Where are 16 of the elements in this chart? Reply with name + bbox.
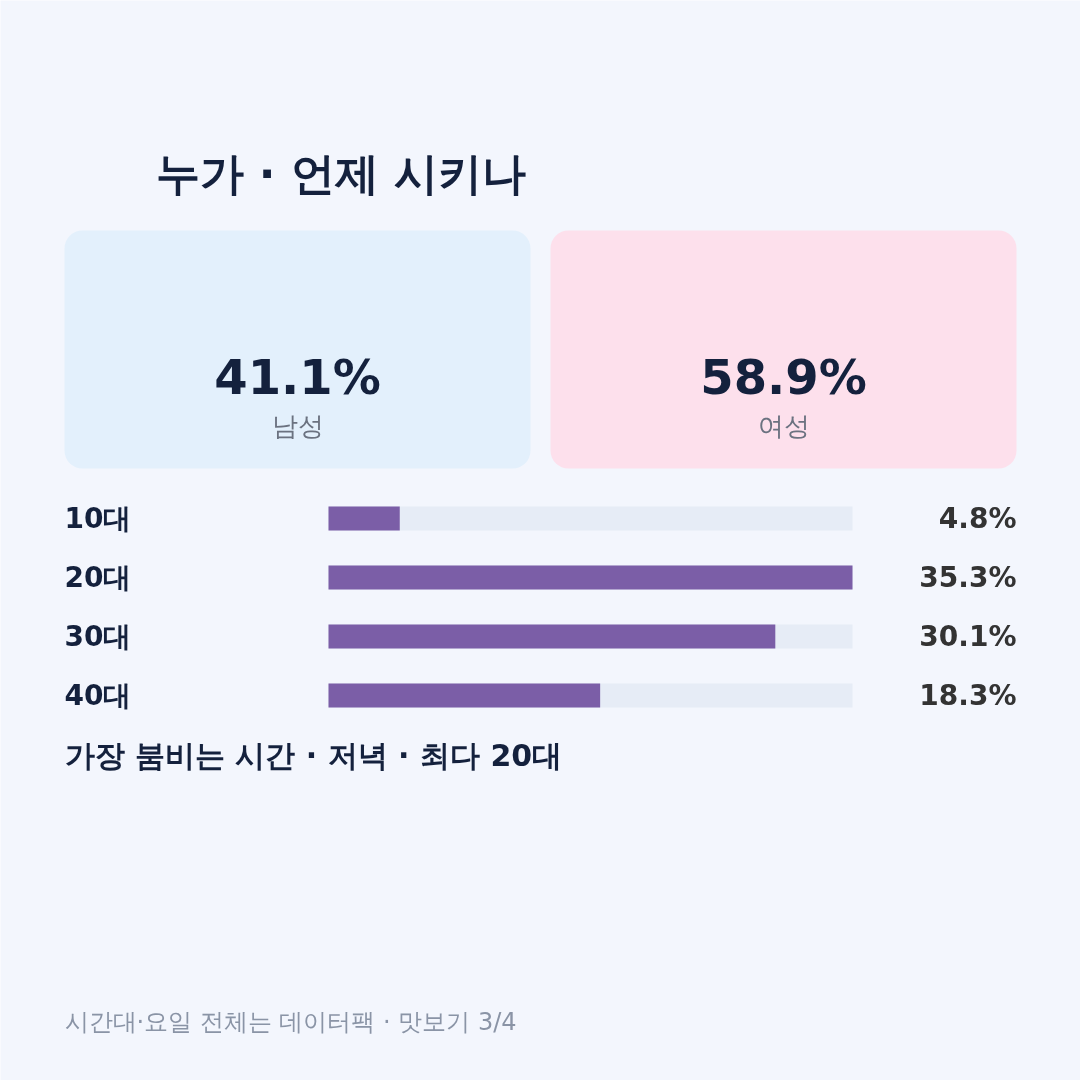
y-tick-label: 10대 (64, 502, 132, 535)
y-tick-label: 20대 (64, 561, 132, 594)
data-label: 30.1% (919, 620, 1017, 653)
category-label: 남성 (271, 410, 324, 441)
category-label: 여성 (757, 410, 810, 441)
data-label: 41.1% (214, 348, 381, 405)
text: 시간대·요일 전체는 데이터팩 · 맛보기 3/4 (64, 1007, 517, 1036)
bar (328, 506, 400, 531)
data-label: 35.3% (919, 561, 1017, 594)
data-label: 4.8% (938, 502, 1017, 535)
y-tick-label: 40대 (64, 679, 132, 712)
y-tick-label: 30대 (64, 620, 132, 653)
text: 누가 · 언제 시키나 (155, 148, 527, 199)
data-label: 58.9% (700, 348, 867, 405)
text: 가장 붐비는 시간 · 저녁 · 최다 20대 (64, 738, 563, 773)
data-label: 18.3% (919, 679, 1017, 712)
